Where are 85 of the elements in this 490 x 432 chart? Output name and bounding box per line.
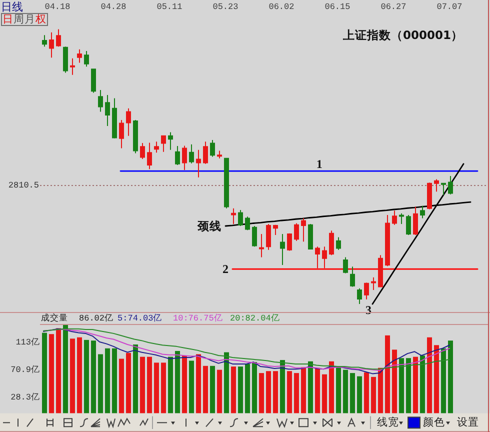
- candlestick: [175, 146, 180, 166]
- chart-title: 上证指数（000001）: [342, 28, 464, 42]
- candlestick: [245, 216, 250, 231]
- candlestick: [301, 218, 306, 242]
- candlestick: [259, 233, 264, 258]
- candlestick: [252, 225, 257, 248]
- candlestick: [70, 58, 75, 76]
- text: 日周月权: [2, 14, 46, 26]
- candlestick: [434, 178, 439, 192]
- candlestick: [42, 34, 47, 48]
- candlestick: [77, 48, 82, 64]
- candlestick: [399, 212, 404, 225]
- candlestick: [392, 210, 397, 226]
- x-tick-label: 06.15: [324, 2, 350, 12]
- text: 日线: [1, 0, 23, 14]
- candlestick: [343, 256, 348, 274]
- candlestick: [322, 246, 327, 269]
- candlestick: [231, 208, 236, 225]
- series-label: 1: [316, 157, 322, 172]
- text: 20:82.04亿: [230, 312, 280, 324]
- candlestick: [294, 222, 299, 242]
- x-tick-label: 05.11: [156, 2, 182, 12]
- candlestick: [161, 135, 166, 152]
- candlestick: [112, 98, 117, 139]
- candlestick: [329, 230, 334, 256]
- candlestick: [273, 224, 278, 236]
- candlestick: [378, 254, 383, 288]
- candlestick: [182, 145, 187, 170]
- candlestick: [154, 141, 159, 154]
- candlestick: [196, 149, 201, 178]
- series-label: 2: [222, 262, 228, 276]
- y-tick-label: 113亿: [16, 336, 40, 348]
- candlestick: [91, 68, 96, 94]
- candlestick: [308, 224, 313, 250]
- text: 5:74.03亿: [118, 312, 162, 324]
- candlestick: [49, 32, 54, 58]
- y-tick-label: 28.3亿: [10, 392, 40, 403]
- x-tick-label: 07.07: [436, 2, 462, 12]
- candlestick: [350, 266, 355, 288]
- candlestick: [133, 119, 138, 154]
- candlestick: [147, 142, 152, 170]
- candlestick: [189, 144, 194, 164]
- text: 颜色: [423, 416, 445, 429]
- candlestick: [413, 206, 418, 236]
- candlestick: [364, 282, 369, 300]
- text: 86.02亿: [79, 312, 114, 324]
- candlestick: [238, 210, 243, 226]
- candlestick: [427, 182, 432, 210]
- candlestick: [357, 288, 362, 304]
- y-tick-label: 70.9亿: [10, 364, 40, 375]
- candlestick: [280, 233, 285, 266]
- candlestick: [266, 224, 271, 250]
- candlestick: [371, 276, 376, 290]
- x-tick-label: 05.23: [212, 2, 238, 12]
- candlestick: [336, 236, 341, 250]
- candlestick: [126, 108, 131, 136]
- text: 10:76.75亿: [173, 312, 223, 324]
- chart-title: 成交量: [41, 312, 68, 324]
- candlestick: [420, 205, 425, 219]
- candlestick: [203, 141, 208, 164]
- x-tick-label: 06.27: [380, 2, 406, 12]
- text: 线宽: [377, 416, 399, 429]
- candlestick: [63, 46, 68, 74]
- candlestick: [385, 214, 390, 267]
- x-tick-label: 06.02: [268, 2, 294, 12]
- x-tick-label: 04.28: [100, 2, 126, 12]
- x-tick-label: 04.18: [44, 2, 70, 12]
- candlestick: [287, 232, 292, 252]
- candlestick: [315, 246, 320, 269]
- candlestick: [217, 150, 222, 159]
- candlestick: [441, 182, 446, 196]
- candlestick: [210, 140, 215, 158]
- candlestick: [224, 158, 229, 209]
- candlestick: [140, 142, 145, 160]
- candlestick: [105, 94, 110, 126]
- candlestick: [448, 175, 453, 195]
- series-label: 颈线: [196, 218, 222, 233]
- candlestick: [56, 28, 61, 48]
- candlestick: [98, 90, 103, 112]
- candlestick: [406, 214, 411, 236]
- text: 2810.5: [8, 180, 39, 190]
- candlestick: [119, 119, 124, 149]
- candlestick: [168, 132, 173, 150]
- text: 设置: [457, 416, 479, 429]
- candlestick: [84, 50, 89, 68]
